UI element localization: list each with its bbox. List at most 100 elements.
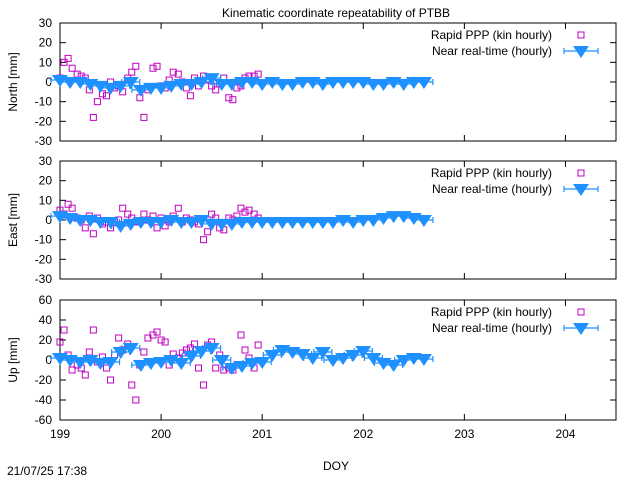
data-point [237, 204, 245, 212]
x-tick-label: 204 [555, 427, 575, 441]
triangle-marker [203, 218, 220, 231]
triangle-marker [405, 77, 422, 89]
legend-marker [573, 46, 589, 58]
data-point [252, 357, 272, 369]
y-tick-label: 20 [39, 36, 53, 50]
triangle-marker [72, 215, 89, 227]
data-point [128, 381, 136, 389]
triangle-marker [254, 216, 271, 229]
timestamp: 21/07/25 17:38 [7, 464, 87, 478]
data-point [93, 98, 101, 106]
triangle-marker [365, 353, 382, 365]
panel-2: 30 20 10 0 -10 -20 -30 East [mm] Rapid PPP (kin … [6, 154, 617, 286]
y-tick-label: 0 [45, 213, 52, 227]
triangle-marker [365, 78, 382, 91]
triangle-marker [112, 347, 129, 359]
data-point [68, 64, 76, 72]
data-point [225, 94, 233, 102]
data-point [103, 92, 111, 100]
triangle-marker [254, 357, 271, 369]
data-point [212, 364, 220, 372]
y-tick-label: -10 [35, 95, 53, 109]
y-tick-label: -20 [35, 114, 53, 128]
triangle-marker [193, 77, 210, 89]
data-point [60, 326, 68, 334]
triangle-marker [335, 353, 352, 365]
legend-marker [577, 169, 585, 177]
data-point [121, 77, 141, 89]
legend-marker [573, 184, 589, 196]
data-point [186, 92, 194, 100]
y-axis-label: East [mm] [6, 193, 20, 247]
triangle-marker [233, 77, 250, 89]
data-point [233, 84, 241, 92]
data-point [68, 366, 76, 374]
y-tick-label: 10 [39, 55, 53, 69]
y-tick-label: 10 [39, 193, 53, 207]
series-near-real-time [50, 211, 434, 233]
y-axis-label: North [mm] [6, 52, 20, 111]
triangle-marker [415, 77, 432, 89]
data-point [303, 353, 323, 365]
data-point [149, 64, 157, 72]
data-point [153, 224, 161, 232]
data-point [73, 70, 81, 78]
triangle-marker [193, 346, 210, 358]
triangle-marker [112, 80, 129, 93]
x-tick-label: 200 [151, 427, 171, 441]
y-tick-label: -20 [35, 373, 53, 387]
y-tick-label: -20 [35, 252, 53, 266]
triangle-marker [304, 216, 321, 229]
triangle-marker [244, 216, 261, 229]
y-tick-label: 20 [39, 174, 53, 188]
triangle-marker [213, 218, 230, 231]
legend-marker [577, 308, 585, 316]
data-point [229, 96, 237, 104]
y-tick-label: -10 [35, 233, 53, 247]
y-tick-label: 20 [39, 333, 53, 347]
triangle-marker [193, 215, 210, 227]
data-point [384, 360, 404, 372]
y-tick-label: -30 [35, 272, 53, 286]
triangle-marker [213, 78, 230, 91]
series-near-real-time [50, 73, 434, 97]
x-tick-label: 199 [50, 427, 70, 441]
series-near-real-time [50, 343, 434, 375]
triangle-marker [142, 82, 159, 95]
triangle-marker [233, 361, 250, 373]
triangle-marker [142, 216, 159, 229]
x-axis-label: DOY [323, 459, 349, 473]
data-point [81, 371, 89, 379]
triangle-marker [324, 77, 341, 89]
data-point [140, 210, 148, 218]
data-point [119, 204, 127, 212]
data-point [153, 328, 161, 336]
x-tick-label: 202 [353, 427, 373, 441]
y-tick-label: -40 [35, 393, 53, 407]
triangle-marker [264, 216, 281, 229]
data-point [107, 376, 115, 384]
y-tick-label: 30 [39, 154, 53, 168]
triangle-marker [274, 216, 291, 229]
triangle-marker [213, 355, 230, 367]
triangle-marker [183, 351, 200, 363]
data-point [161, 338, 169, 346]
data-point [98, 90, 106, 98]
data-point [200, 381, 208, 389]
data-point [56, 338, 64, 346]
data-point [136, 94, 144, 102]
y-tick-label: 0 [45, 353, 52, 367]
triangle-marker [345, 350, 362, 362]
triangle-marker [203, 73, 220, 86]
y-tick-label: 0 [45, 75, 52, 89]
data-point [182, 84, 190, 92]
data-point [414, 215, 434, 227]
triangle-marker [304, 353, 321, 365]
data-point [414, 77, 434, 89]
data-point [212, 86, 220, 94]
data-point [169, 68, 177, 76]
legend-label: Near real-time (hourly) [432, 182, 552, 196]
data-point [89, 326, 97, 334]
data-point [194, 364, 202, 372]
data-point [254, 341, 262, 349]
